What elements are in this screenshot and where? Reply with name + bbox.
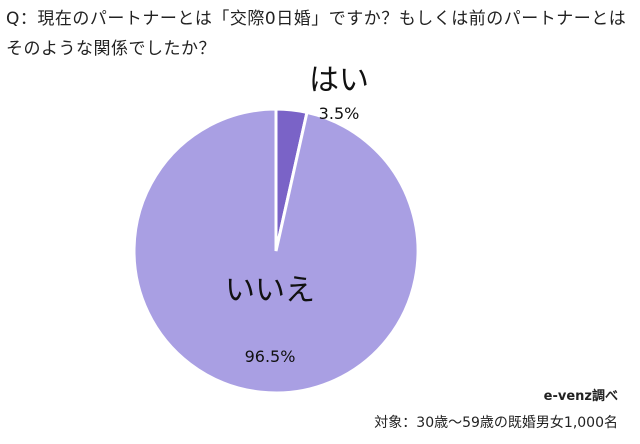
slice-percent-label: 3.5% — [319, 104, 360, 123]
slice-category-label: いいえ — [225, 273, 315, 308]
slice-category-label: はい — [309, 63, 369, 98]
source-credit: e-venz調べ — [543, 389, 618, 404]
survey-target: 対象：30歳〜59歳の既婚男女1,000名 — [374, 415, 618, 431]
question-title: Q：現在のパートナーとは「交際0日婚」ですか？もしくは前のパートナーとはそのよう… — [6, 9, 627, 59]
slice-percent-label: 96.5% — [245, 347, 296, 366]
pie-labels: はい 3.5% いいえ 96.5% — [225, 63, 369, 366]
pie-slices — [132, 107, 420, 395]
pie-slice-no — [132, 107, 420, 395]
